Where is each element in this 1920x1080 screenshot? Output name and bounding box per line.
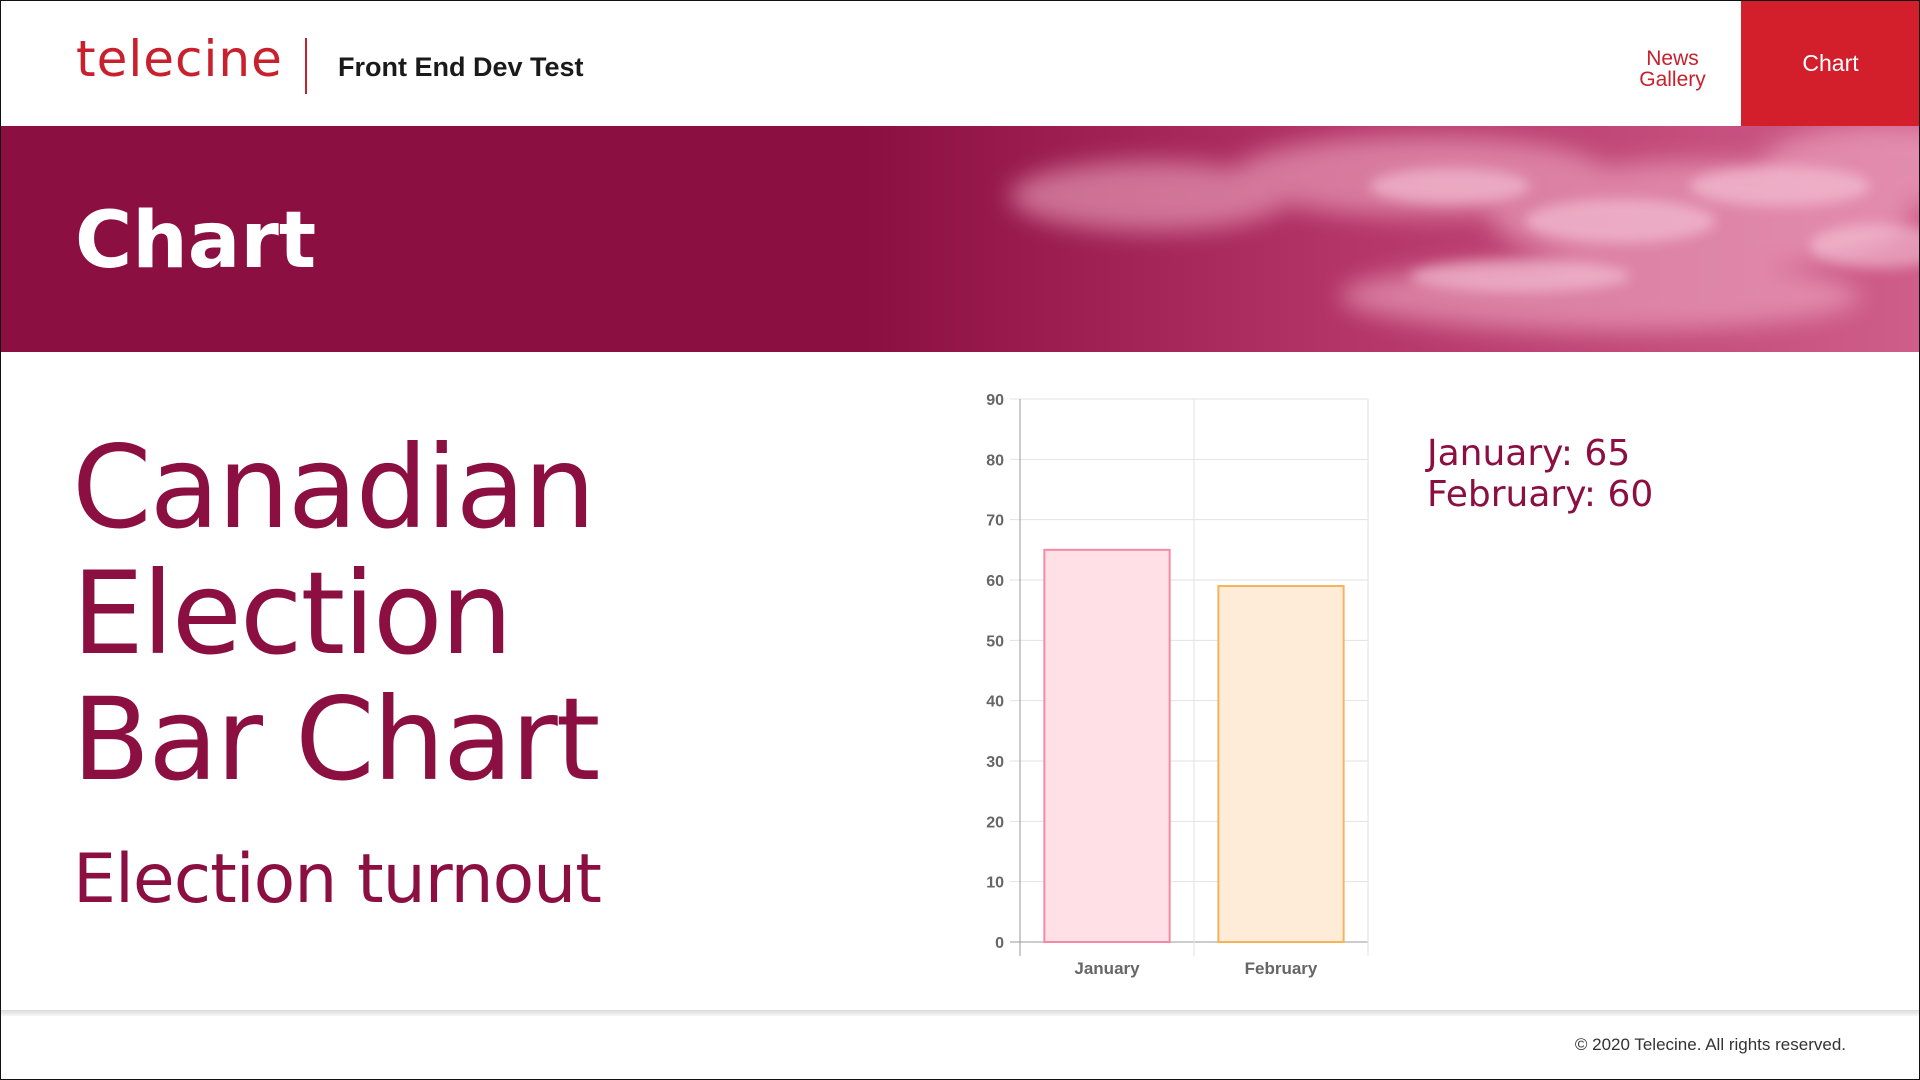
y-tick-label: 60	[986, 573, 1004, 590]
bar-chart-svg: 0 10 20 30 40 50 60 70 80 90 January February	[986, 392, 1369, 978]
banner-cloud-image	[0, 126, 1920, 352]
header-divider	[305, 38, 307, 94]
summary-january: January: 65	[1427, 433, 1631, 474]
y-tick-label: 80	[986, 452, 1004, 469]
bar-february	[1217, 585, 1345, 944]
chart-summary: January: 65 February: 60	[1427, 433, 1653, 515]
page-title: Canadian Election Bar Chart	[72, 425, 772, 803]
y-tick-label: 0	[995, 935, 1004, 952]
header: telecine Front End Dev Test News Gallery…	[0, 0, 1920, 126]
nav-news-gallery-label-line2: Gallery	[1639, 68, 1706, 91]
x-tick-label: January	[1074, 959, 1140, 978]
y-tick-label: 50	[986, 633, 1004, 650]
summary-february: February: 60	[1427, 474, 1654, 515]
nav-news-gallery[interactable]: News Gallery	[1615, 48, 1730, 90]
telecine-logo[interactable]: telecine	[76, 30, 283, 88]
y-tick-label: 70	[986, 513, 1004, 530]
page-title-line: Bar Chart	[72, 673, 600, 806]
page-title-line: Canadian	[72, 421, 596, 554]
nav-chart-label: Chart	[1802, 49, 1859, 76]
y-tick-label: 20	[986, 814, 1004, 831]
x-tick-label: February	[1245, 959, 1318, 978]
y-tick-label: 10	[986, 875, 1004, 892]
nav-news-gallery-label-line1: News	[1646, 47, 1699, 70]
page-banner: Chart	[0, 126, 1920, 352]
bar-chart: 0 10 20 30 40 50 60 70 80 90 January February	[960, 380, 1380, 994]
nav-chart[interactable]: Chart	[1741, 0, 1920, 126]
y-tick-label: 30	[986, 754, 1004, 771]
page-subtitle: Election turnout	[73, 840, 602, 919]
footer-copyright: © 2020 Telecine. All rights reserved.	[1574, 1035, 1846, 1054]
y-tick-label: 90	[986, 392, 1004, 409]
y-tick-label: 40	[986, 694, 1004, 711]
page-title-line: Election	[72, 547, 513, 680]
bar-january	[1043, 548, 1171, 943]
banner-title: Chart	[75, 196, 317, 286]
footer-divider	[0, 1010, 1920, 1016]
site-title: Front End Dev Test	[338, 52, 584, 82]
